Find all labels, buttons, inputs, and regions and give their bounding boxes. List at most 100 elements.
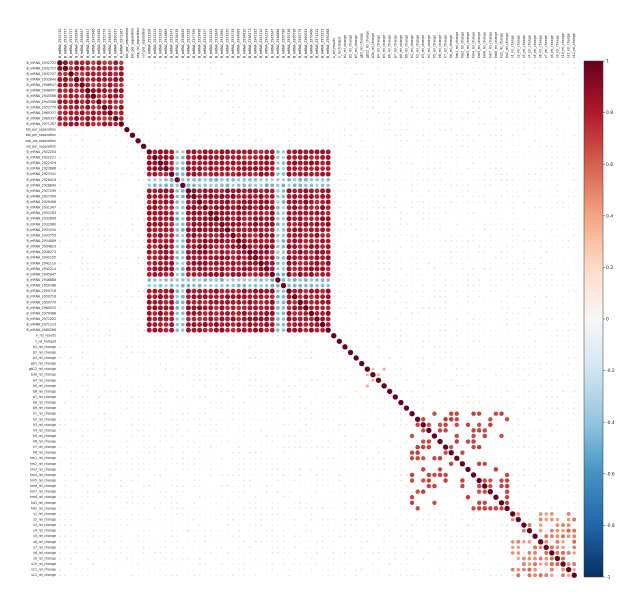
correlation-cell: [269, 210, 275, 216]
correlation-cell: [528, 67, 531, 70]
correlation-cell: [175, 305, 180, 310]
correlation-cell: [96, 71, 102, 77]
correlation-cell: [81, 284, 84, 287]
correlation-cell: [517, 67, 520, 70]
correlation-cell: [70, 151, 72, 153]
correlation-cell: [511, 267, 514, 270]
correlation-cell: [247, 299, 253, 305]
correlation-cell: [303, 188, 309, 194]
correlation-cell: [241, 216, 247, 222]
correlation-cell: [220, 72, 224, 75]
correlation-cell: [297, 266, 303, 272]
row-label: s7_rel_change: [33, 545, 56, 549]
correlation-cell: [361, 156, 363, 159]
correlation-cell: [97, 223, 100, 226]
correlation-cell: [478, 312, 480, 315]
correlation-cell: [450, 196, 452, 197]
correlation-cell: [394, 229, 396, 231]
row-label: B_mRNA_2970466: [27, 311, 56, 315]
correlation-cell: [225, 294, 231, 300]
correlation-cell: [461, 324, 463, 326]
correlation-cell: [86, 323, 89, 326]
correlation-cell: [293, 334, 296, 337]
correlation-cell: [562, 295, 564, 298]
correlation-cell: [360, 184, 363, 187]
correlation-cell: [427, 139, 430, 142]
correlation-cell: [433, 245, 436, 248]
correlation-cell: [120, 173, 123, 176]
correlation-cell: [305, 68, 307, 69]
correlation-cell: [562, 162, 564, 164]
correlation-cell: [210, 140, 212, 142]
correlation-cell: [204, 117, 206, 120]
correlation-cell: [439, 279, 441, 281]
correlation-cell: [399, 151, 402, 153]
correlation-cell: [489, 106, 492, 109]
correlation-cell: [416, 245, 419, 248]
correlation-cell: [169, 283, 174, 288]
correlation-cell: [197, 238, 203, 244]
correlation-cell: [394, 334, 397, 337]
correlation-cell: [416, 95, 419, 98]
correlation-cell: [303, 149, 309, 155]
correlation-cell: [411, 112, 413, 114]
correlation-cell: [405, 290, 408, 292]
correlation-cell: [495, 162, 497, 164]
correlation-cell: [181, 250, 185, 254]
correlation-cell: [567, 89, 570, 92]
correlation-cell: [230, 199, 236, 205]
correlation-cell: [539, 317, 542, 321]
correlation-cell: [355, 223, 357, 225]
correlation-cell: [427, 201, 430, 203]
correlation-cell: [450, 62, 452, 64]
row-label: B_mRNA_2929496: [27, 200, 56, 204]
correlation-cell: [472, 284, 475, 287]
correlation-cell: [511, 273, 514, 276]
correlation-cell: [361, 128, 363, 131]
correlation-cell: [551, 240, 553, 242]
correlation-cell: [500, 229, 503, 231]
correlation-cell: [163, 260, 169, 266]
correlation-cell: [556, 184, 559, 187]
correlation-cell: [399, 245, 402, 248]
correlation-cell: [297, 194, 303, 199]
correlation-cell: [146, 193, 152, 199]
correlation-cell: [87, 340, 89, 342]
row-label: B_mRNA_2934810: [27, 245, 56, 249]
correlation-cell: [259, 178, 263, 182]
correlation-cell: [102, 116, 107, 121]
correlation-cell: [528, 184, 531, 186]
correlation-cell: [249, 123, 251, 125]
correlation-cell: [338, 67, 341, 70]
correlation-cell: [265, 112, 268, 114]
correlation-cell: [109, 145, 111, 147]
correlation-cell: [126, 62, 128, 64]
correlation-cell: [321, 334, 324, 337]
column-label: B_mRNA_2952770: [103, 29, 107, 58]
correlation-cell: [461, 184, 464, 187]
correlation-cell: [361, 179, 363, 181]
correlation-cell: [92, 129, 94, 130]
correlation-cell: [517, 207, 519, 209]
correlation-cell: [137, 100, 140, 103]
correlation-cell: [58, 212, 61, 215]
correlation-cell: [281, 161, 286, 165]
correlation-cell: [255, 62, 256, 64]
correlation-cell: [269, 160, 275, 166]
correlation-cell: [489, 79, 491, 80]
correlation-cell: [349, 189, 352, 192]
correlation-cell: [411, 206, 413, 209]
correlation-cell: [282, 134, 285, 136]
correlation-cell: [529, 134, 530, 136]
correlation-cell: [389, 312, 391, 314]
correlation-cell: [126, 324, 128, 326]
correlation-cell: [310, 84, 313, 86]
correlation-cell: [444, 323, 447, 326]
correlation-cell: [523, 162, 525, 164]
correlation-cell: [483, 267, 486, 270]
correlation-cell: [433, 206, 436, 209]
column-label: b5_rel_change: [382, 35, 386, 58]
correlation-cell: [98, 240, 100, 242]
correlation-cell: [372, 334, 374, 337]
correlation-cell: [411, 301, 413, 304]
